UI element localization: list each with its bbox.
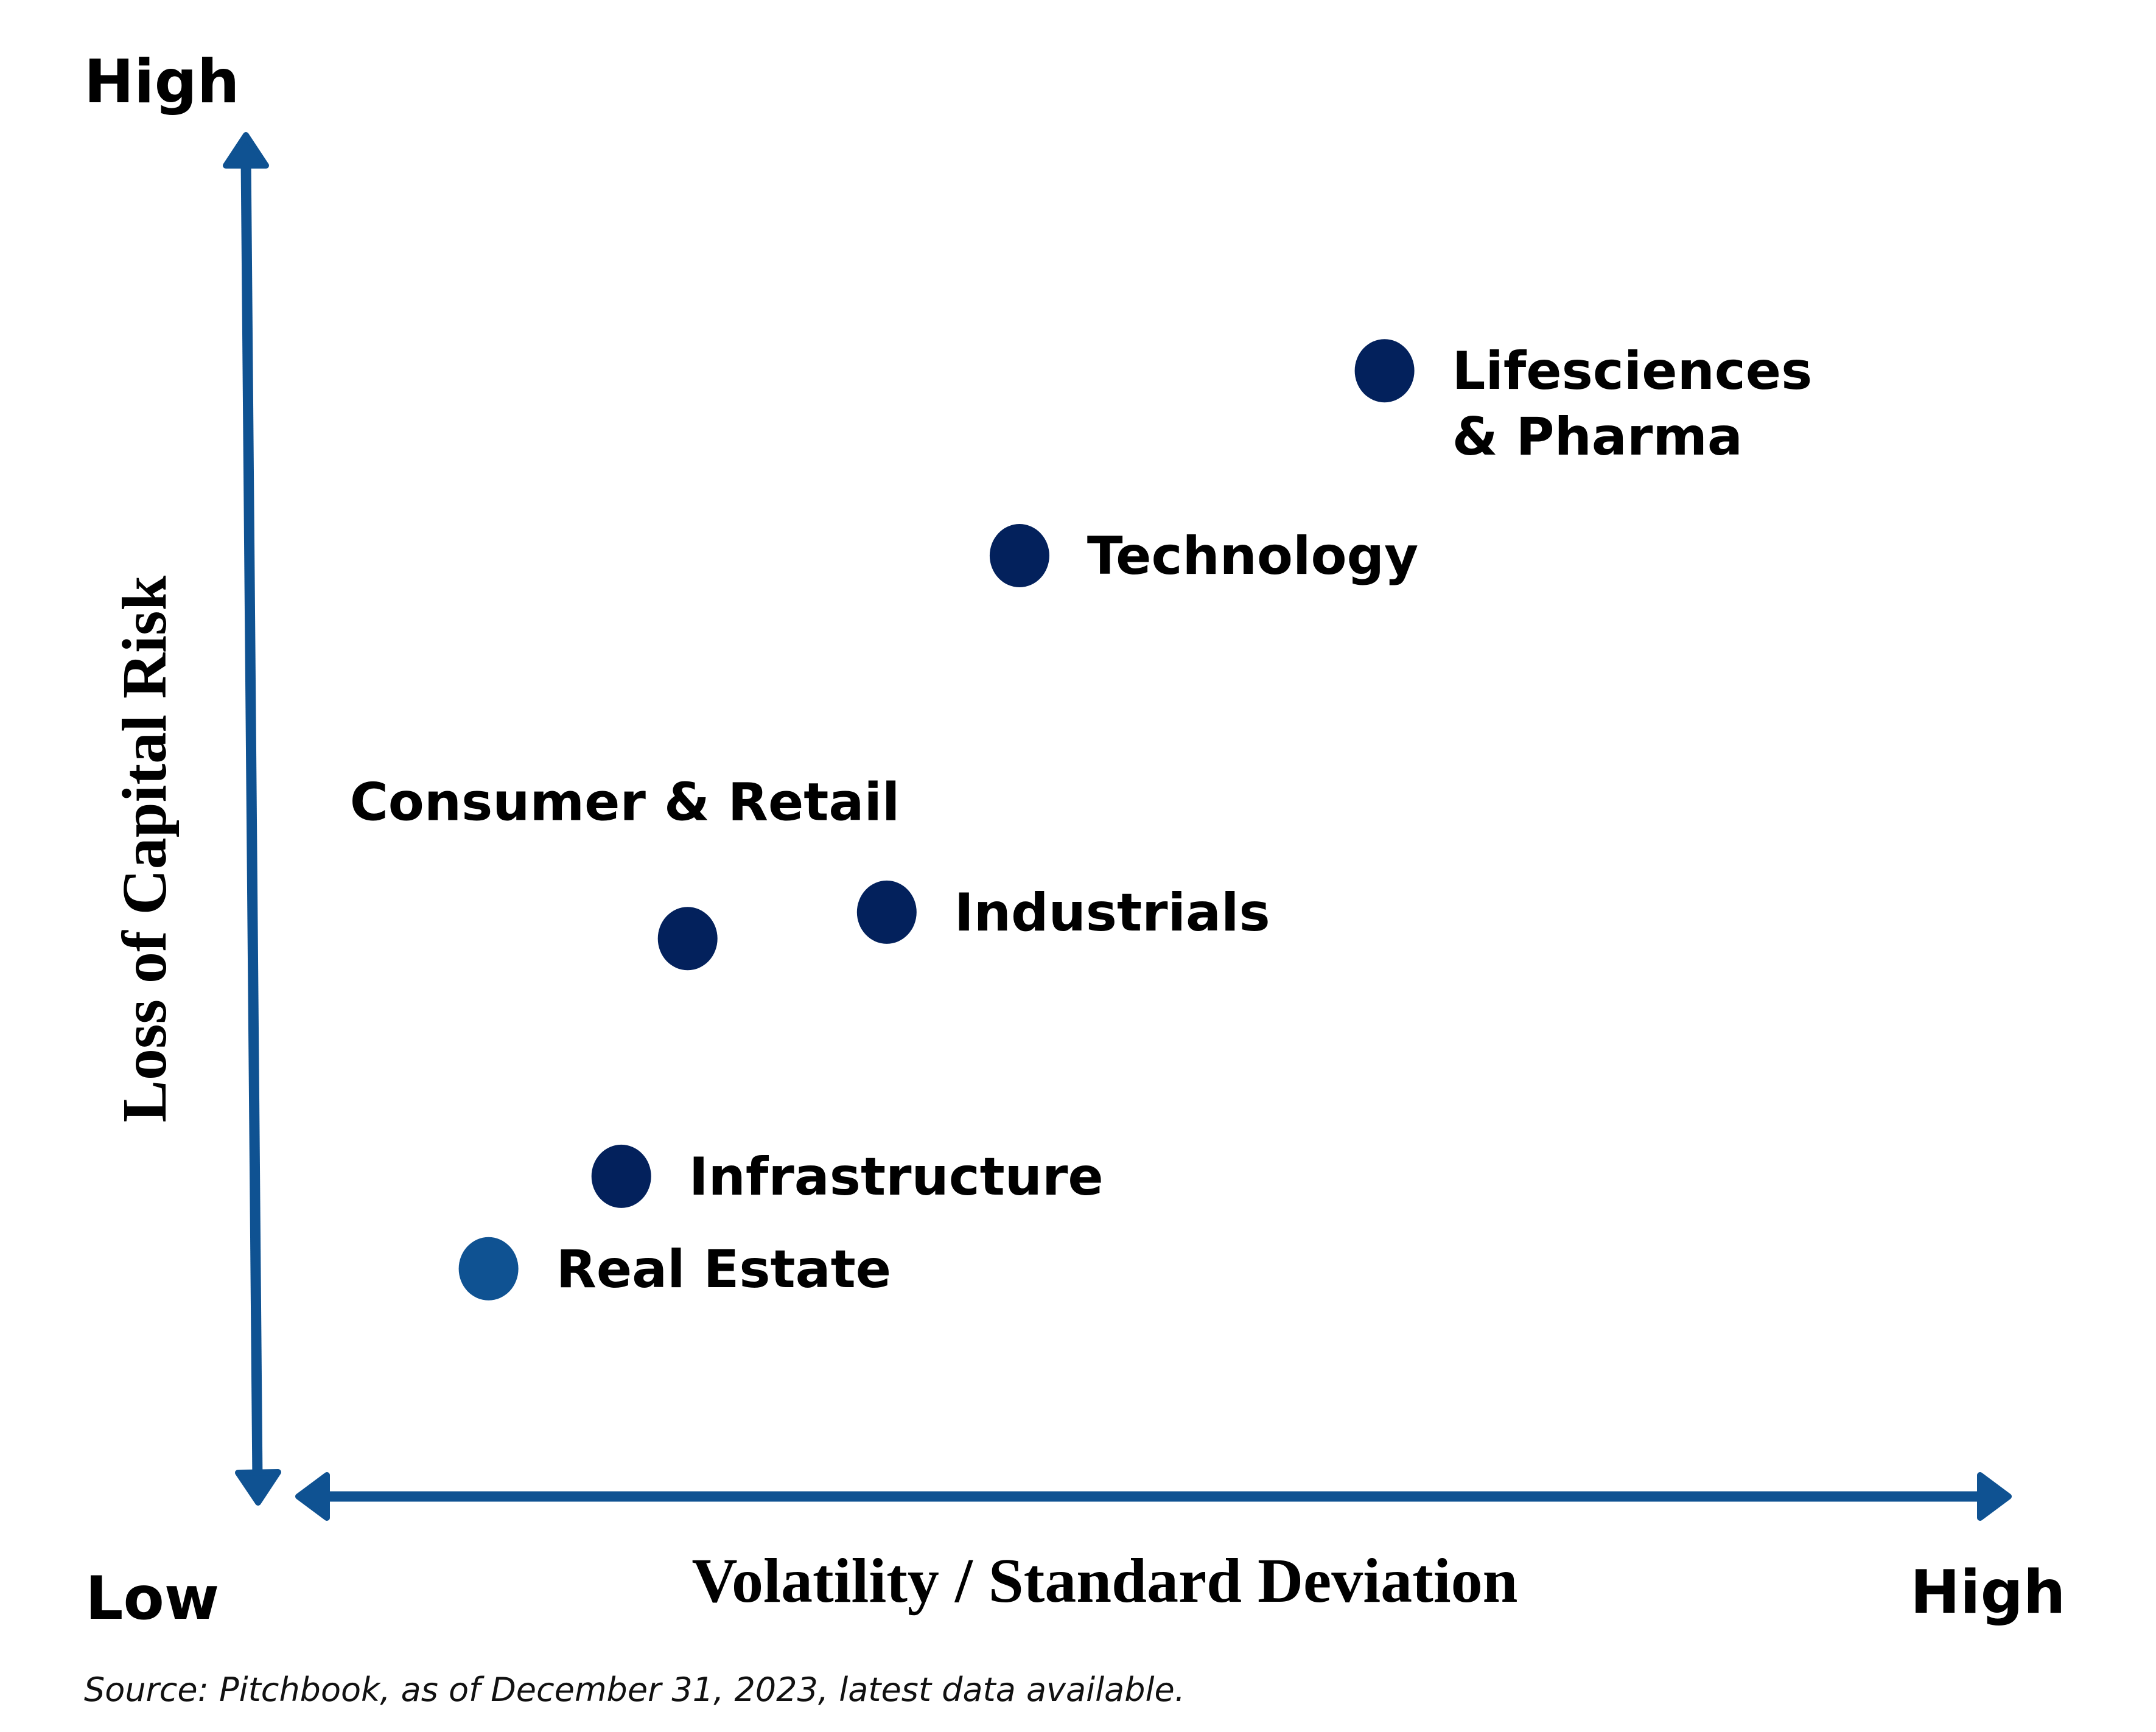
data-points: Lifesciences & Pharma Technology Consumer &… (350, 339, 1813, 1301)
point-label-line: Consumer & Retail (350, 772, 900, 833)
point-marker-real-estate (458, 1237, 519, 1301)
point-label-infrastructure: Infrastructure (689, 1147, 1104, 1207)
point-technology: Technology (989, 524, 1418, 587)
point-marker-consumer-and-retail (657, 907, 718, 971)
point-label-lifesciences-and-pharma: Lifesciences & Pharma (1452, 341, 1813, 467)
x-axis-arrow-right-icon (1977, 1472, 2012, 1521)
point-lifesciences-and-pharma: Lifesciences & Pharma (1354, 339, 1813, 467)
point-label-technology: Technology (1087, 526, 1418, 587)
point-industrials: Industrials (856, 880, 1270, 944)
y-axis-arrow-down-icon (235, 1469, 281, 1506)
point-label-line: & Pharma (1452, 407, 1743, 467)
x-axis-arrow-left-icon (295, 1472, 330, 1521)
point-label-line: Industrials (954, 882, 1270, 943)
point-label-line: Real Estate (556, 1239, 892, 1300)
y-axis-arrow-up-icon (223, 132, 269, 169)
point-real-estate: Real Estate (458, 1237, 892, 1301)
y-axis-line (240, 159, 263, 1481)
x-axis-title: Volatility / Standard Deviation (692, 1546, 1518, 1616)
y-axis-title: Loss of Capital Risk (110, 576, 180, 1123)
point-infrastructure: Infrastructure (591, 1144, 1104, 1208)
point-label-line: Technology (1087, 526, 1418, 587)
point-marker-infrastructure (591, 1144, 651, 1208)
point-marker-industrials (856, 880, 917, 944)
point-label-consumer-and-retail: Consumer & Retail (350, 772, 900, 833)
origin-low-label: Low (85, 1564, 219, 1633)
point-label-line: Infrastructure (689, 1147, 1104, 1207)
y-axis-high-label: High (84, 47, 240, 117)
point-marker-lifesciences-and-pharma (1354, 339, 1415, 403)
point-label-real-estate: Real Estate (556, 1239, 892, 1300)
source-note: Source: Pitchbook, as of December 31, 20… (84, 1671, 1185, 1709)
point-consumer-and-retail: Consumer & Retail (350, 772, 900, 971)
axes (223, 132, 2012, 1521)
point-label-industrials: Industrials (954, 882, 1270, 943)
x-axis-high-label: High (1910, 1558, 2066, 1627)
point-label-line: Lifesciences (1452, 341, 1813, 402)
point-marker-technology (989, 524, 1049, 587)
